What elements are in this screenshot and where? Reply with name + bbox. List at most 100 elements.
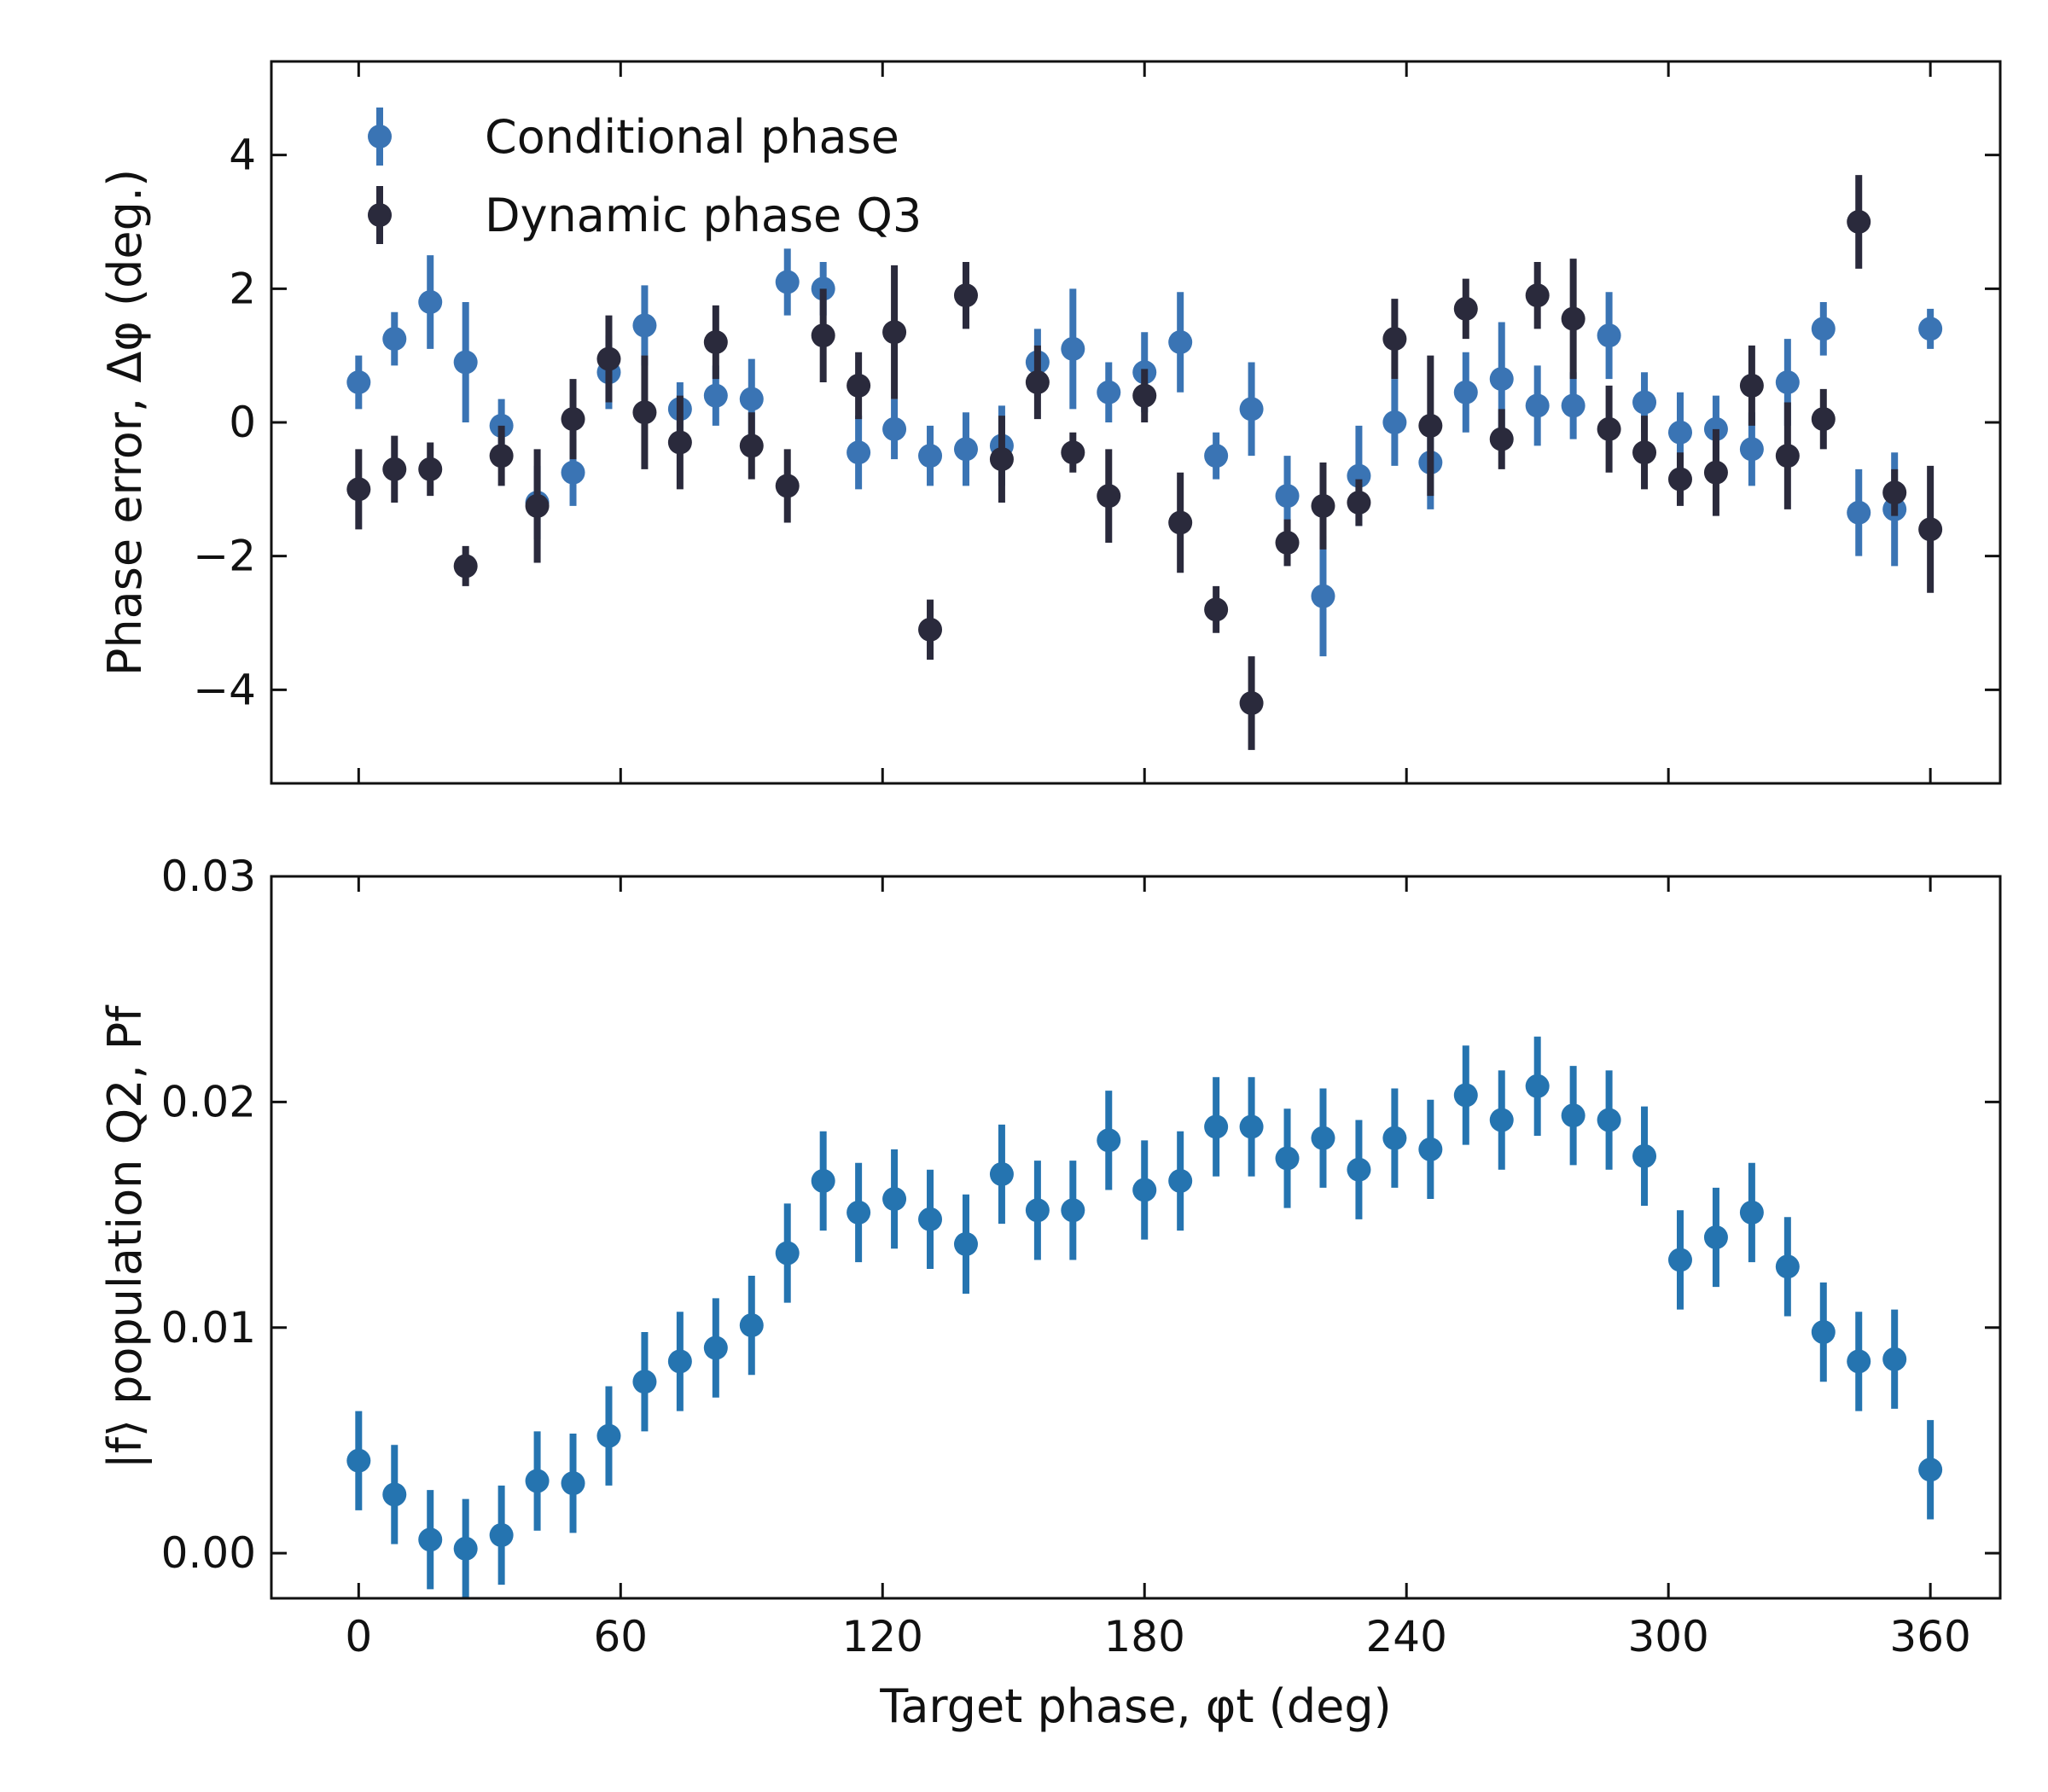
x-tick-label: 300	[1627, 1612, 1708, 1661]
data-point	[703, 330, 728, 354]
data-point	[632, 313, 657, 338]
data-point	[1667, 1248, 1692, 1272]
x-tick-label: 120	[842, 1612, 923, 1661]
data-point	[561, 460, 585, 485]
data-point	[1347, 463, 1371, 488]
top-ticks-layer: −4 −2 0 2 4	[193, 61, 2000, 783]
data-point	[1097, 380, 1121, 404]
legend-marker-conditional-phase	[368, 125, 392, 148]
data-point	[632, 1370, 657, 1394]
data-point	[1275, 531, 1300, 555]
top-panel-frame	[270, 60, 2002, 785]
data-point	[1561, 306, 1585, 331]
data-point	[667, 430, 692, 455]
y-tick-label: 0.01	[161, 1303, 256, 1353]
data-point	[847, 373, 871, 398]
legend: Conditional phase Dynamic phase Q3	[368, 108, 922, 244]
data-point	[1275, 484, 1300, 509]
data-point	[1775, 1254, 1800, 1279]
data-point	[739, 387, 764, 411]
data-point	[847, 1200, 871, 1225]
legend-label-conditional-phase: Conditional phase	[485, 110, 899, 164]
data-point	[382, 457, 407, 481]
data-point	[703, 383, 728, 408]
data-point	[1382, 327, 1407, 352]
top-y-axis-label: Phase error, Δφ (deg.)	[98, 169, 152, 676]
y-tick-label: 0	[229, 398, 256, 447]
legend-item-conditional-phase: Conditional phase	[368, 108, 899, 166]
legend-marker-dynamic-phase-q3	[368, 203, 392, 227]
data-point	[525, 1469, 550, 1493]
data-point	[1811, 317, 1836, 341]
data-point	[918, 444, 943, 468]
y-tick-label: −2	[193, 532, 256, 581]
data-point	[1703, 1225, 1728, 1249]
data-point	[1489, 427, 1514, 451]
data-point	[489, 1522, 514, 1547]
x-tick-label: 0	[345, 1612, 372, 1661]
data-point	[1061, 440, 1085, 465]
series-bottom-0	[346, 1036, 1943, 1598]
bottom-series-layer	[346, 1036, 1943, 1598]
data-point	[775, 1241, 800, 1265]
data-point	[989, 447, 1014, 472]
data-point	[1775, 444, 1800, 468]
data-point	[1918, 517, 1943, 542]
data-point	[1168, 1168, 1193, 1193]
x-tick-label: 180	[1104, 1612, 1185, 1661]
data-point	[1597, 416, 1621, 441]
data-point	[1453, 1083, 1478, 1108]
data-point	[1811, 407, 1836, 432]
data-point	[1347, 1157, 1371, 1182]
bottom-y-axis-label: |f⟩ population Q2, Pf	[98, 1004, 152, 1469]
data-point	[418, 457, 443, 481]
data-point	[1525, 283, 1550, 308]
data-point	[1061, 336, 1085, 361]
data-point	[596, 1423, 621, 1448]
x-axis-label: Target phase, φt (deg)	[879, 1679, 1391, 1733]
data-point	[775, 474, 800, 498]
data-point	[953, 1231, 978, 1256]
data-point	[1239, 397, 1264, 422]
data-point	[632, 400, 657, 425]
data-point	[1239, 691, 1264, 715]
data-point	[882, 320, 907, 345]
data-point	[489, 444, 514, 468]
series-top-0	[346, 248, 1943, 657]
bottom-panel-frame	[270, 875, 2002, 1600]
data-point	[953, 437, 978, 462]
data-point	[1882, 1347, 1907, 1371]
data-point	[453, 1536, 478, 1561]
data-point	[1489, 1108, 1514, 1132]
data-point	[1204, 444, 1229, 468]
data-point	[775, 270, 800, 294]
data-point	[1239, 1114, 1264, 1139]
data-point	[418, 290, 443, 314]
data-point	[1453, 296, 1478, 321]
data-point	[561, 407, 585, 432]
data-point	[1632, 390, 1657, 415]
data-point	[1597, 323, 1621, 348]
data-point	[1311, 493, 1335, 518]
data-point	[1204, 597, 1229, 622]
data-point	[1561, 393, 1585, 418]
data-point	[1847, 500, 1871, 525]
data-point	[918, 617, 943, 642]
data-point	[1168, 330, 1193, 354]
y-tick-label: 0.00	[161, 1528, 256, 1578]
data-point	[453, 350, 478, 375]
bottom-panel: 0 60 120 180 240 300 360 0.00 0.01 0.02 0.03 |f⟩ p…	[98, 852, 2002, 1661]
data-point	[382, 1482, 407, 1507]
data-point	[1847, 1349, 1871, 1374]
data-point	[1847, 210, 1871, 234]
data-point	[1561, 1103, 1585, 1128]
data-point	[525, 493, 550, 518]
data-point	[1667, 420, 1692, 445]
data-point	[561, 1471, 585, 1496]
data-point	[1811, 1320, 1836, 1345]
data-point	[1667, 467, 1692, 492]
data-point	[1739, 1200, 1764, 1225]
data-point	[1132, 1178, 1157, 1202]
data-point	[1025, 370, 1050, 394]
